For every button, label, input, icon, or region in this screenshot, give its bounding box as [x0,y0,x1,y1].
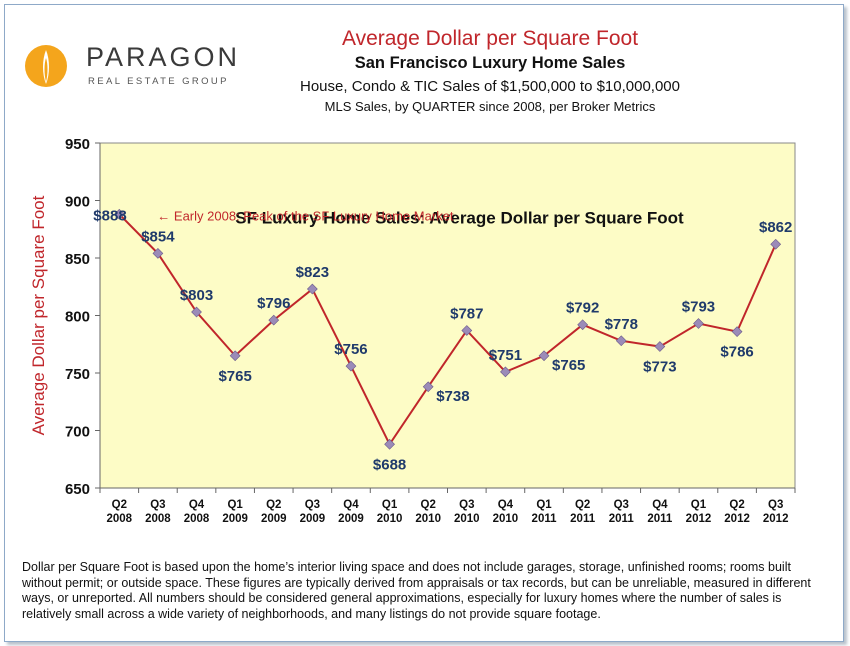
x-tick-label-quarter: Q2 [421,499,436,511]
footnote: Dollar per Square Foot is based upon the… [22,560,811,621]
x-tick-label-year: 2008 [145,513,171,525]
x-tick-label-quarter: Q2 [575,499,590,511]
data-label: $854 [141,228,175,245]
y-tick-label: 850 [65,251,90,268]
data-label: $793 [682,299,715,316]
data-label: $751 [489,347,522,364]
page-subtitle: San Francisco Luxury Home Sales [354,54,626,72]
data-point [461,325,473,336]
page-subtitle-source: MLS Sales, by QUARTER since 2008, per Br… [324,99,656,114]
chart-title: SF Luxury Home Sales: Average Dollar per… [235,209,684,228]
data-label: $765 [552,357,585,374]
x-tick-label-quarter: Q3 [459,499,474,511]
page-title: Average Dollar per Square Foot [341,27,639,50]
x-tick-label-quarter: Q1 [382,499,398,511]
data-point [731,326,743,337]
data-label: $765 [218,368,251,385]
data-label: $773 [643,359,676,376]
paragon-logo-icon [25,45,67,87]
x-tick-label-year: 2008 [184,513,210,525]
data-point [152,248,164,259]
data-label: $792 [566,300,599,317]
x-tick-label-year: 2010 [493,513,519,525]
peak-annotation: ← Early 2008: Peak of the SF Luxury Home… [157,208,454,223]
data-point [384,438,395,450]
x-tick-label-quarter: Q2 [729,499,744,511]
x-tick-label-year: 2009 [261,513,287,525]
plot-area [99,142,796,489]
data-label: $688 [373,456,406,473]
data-point [577,319,589,331]
data-point [500,366,511,378]
data-point [422,381,434,393]
data-label: $738 [436,388,469,405]
x-tick-label-year: 2011 [570,513,596,525]
x-tick-label-quarter: Q3 [150,499,165,511]
x-tick-label-year: 2011 [532,513,558,525]
series-line [118,213,777,447]
data-label: $756 [334,341,367,358]
data-point [306,283,318,295]
x-tick-label-year: 2011 [609,513,635,525]
x-tick-label-quarter: Q2 [112,499,127,511]
x-tick-label-year: 2010 [415,513,441,525]
y-tick-label: 700 [65,424,90,441]
data-label: $786 [720,344,753,361]
x-tick-label-year: 2008 [107,513,133,525]
x-tick-label-quarter: Q2 [266,499,281,511]
data-label: $862 [759,219,792,236]
data-point [345,360,357,372]
data-label: $778 [605,316,638,333]
data-point [615,335,627,347]
x-tick-label-year: 2010 [454,513,480,525]
x-tick-label-year: 2012 [724,513,750,525]
data-point [113,208,125,220]
x-tick-label-quarter: Q3 [768,499,783,511]
data-label: $823 [296,264,329,281]
x-tick-label-year: 2009 [222,513,248,525]
data-point [770,238,782,250]
x-tick-label-quarter: Q1 [227,499,243,511]
x-tick-label-quarter: Q1 [691,499,707,511]
logo-name: PARAGON [86,42,241,72]
y-tick-label: 750 [65,366,90,383]
data-label: $787 [450,305,483,322]
data-point [693,318,704,329]
y-axis-label: Average Dollar per Square Foot [29,195,48,435]
data-point [229,350,241,362]
y-tick-label: 900 [65,194,90,211]
x-tick-label-year: 2011 [647,513,673,525]
data-point [268,314,280,326]
x-tick-label-quarter: Q3 [614,499,629,511]
data-label: $888 [93,207,126,224]
x-tick-label-year: 2009 [300,513,326,525]
y-tick-label: 800 [65,309,90,326]
x-tick-label-year: 2012 [763,513,789,525]
x-tick-label-quarter: Q4 [343,499,359,511]
x-tick-label-quarter: Q4 [652,499,668,511]
data-label: $796 [257,295,290,312]
logo-tagline: REAL ESTATE GROUP [88,76,229,87]
y-tick-label: 950 [65,136,90,153]
y-tick-label: 650 [65,481,90,498]
x-tick-label-quarter: Q1 [536,499,552,511]
data-point [654,341,666,352]
x-tick-label-year: 2012 [686,513,712,525]
x-tick-label-year: 2010 [377,513,403,525]
data-label: $803 [180,287,213,304]
x-tick-label-quarter: Q4 [498,499,514,511]
x-tick-label-quarter: Q4 [189,499,205,511]
data-point [538,350,550,362]
x-tick-label-quarter: Q3 [305,499,320,511]
data-point [191,306,202,318]
x-tick-label-year: 2009 [338,513,364,525]
page-subtitle-price-range: House, Condo & TIC Sales of $1,500,000 t… [300,78,680,95]
